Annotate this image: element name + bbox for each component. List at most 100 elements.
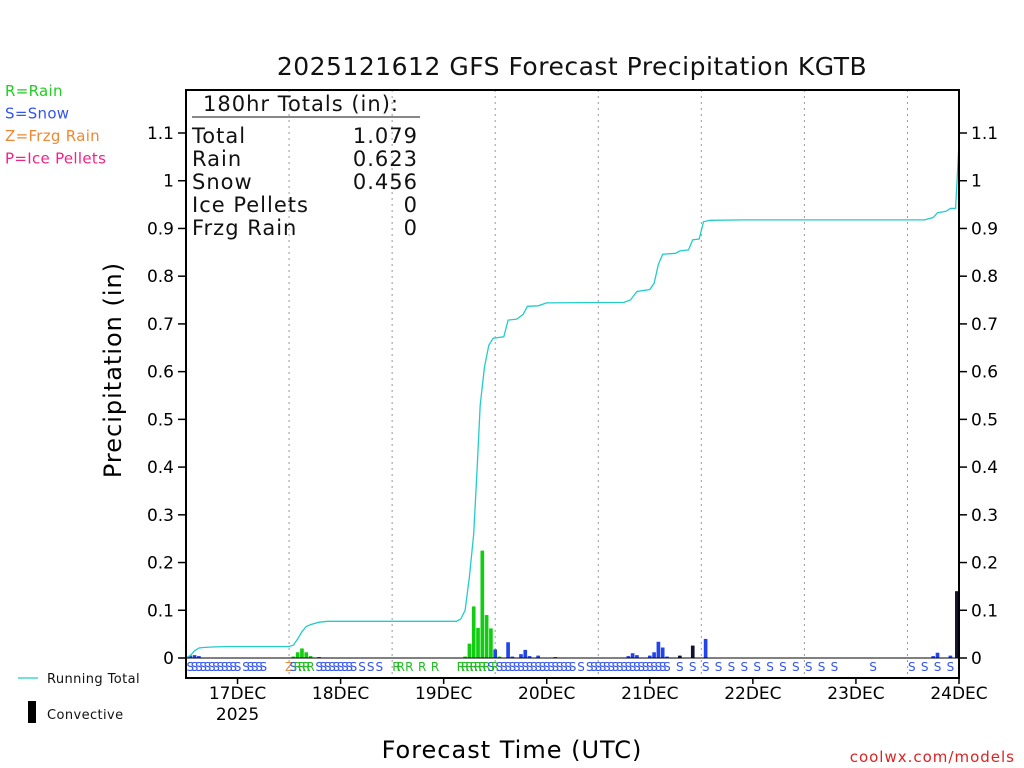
ptype-marker: S bbox=[539, 660, 547, 674]
precip-bar bbox=[647, 655, 652, 658]
y-tick-label-right: 1 bbox=[971, 172, 982, 192]
y-tick-label-right: 0.5 bbox=[971, 410, 998, 430]
ptype-marker: S bbox=[500, 660, 508, 674]
totals-row-label: Snow bbox=[192, 170, 253, 194]
ptype-marker: R bbox=[397, 660, 405, 674]
ptype-marker: S bbox=[616, 660, 624, 674]
precip-bar bbox=[955, 591, 959, 658]
ptype-marker: S bbox=[199, 660, 207, 674]
precip-bar bbox=[506, 642, 510, 658]
ptype-marker: S bbox=[509, 660, 517, 674]
gridlines bbox=[288, 90, 908, 678]
ptype-marker: Z bbox=[285, 660, 293, 674]
ptype-marker: R bbox=[298, 660, 306, 674]
ptype-marker: S bbox=[934, 660, 942, 674]
ptype-marker: S bbox=[650, 660, 658, 674]
running-total-line bbox=[185, 142, 960, 659]
precip-bar bbox=[626, 656, 631, 658]
totals-row-label: Total bbox=[191, 124, 246, 148]
precip-bar bbox=[188, 655, 193, 658]
x-tick-label: 20DEC bbox=[518, 684, 575, 704]
x-tick-label: 19DEC bbox=[415, 684, 472, 704]
ptype-marker: S bbox=[947, 660, 955, 674]
precip-bar bbox=[523, 649, 528, 658]
precip-bar bbox=[660, 647, 665, 658]
ptype-marker: S bbox=[629, 660, 637, 674]
precip-bar bbox=[652, 652, 656, 658]
ptype-marker: S bbox=[594, 660, 602, 674]
precip-bar bbox=[480, 550, 485, 658]
ptype-marker: S bbox=[607, 660, 615, 674]
y-tick-label-right: 0.2 bbox=[971, 554, 998, 574]
x-tick-label: 17DEC bbox=[209, 684, 266, 704]
y-tick-label-right: 0.8 bbox=[971, 267, 998, 287]
convective-legend-label: Convective bbox=[47, 708, 124, 723]
ptype-marker: R bbox=[392, 660, 400, 674]
precip-bar bbox=[690, 645, 695, 658]
precip-bar bbox=[295, 652, 300, 658]
ptype-marker: S bbox=[689, 660, 697, 674]
y-tick-label-left: 0.9 bbox=[147, 219, 174, 239]
y-tick-label-left: 0.8 bbox=[147, 267, 174, 287]
totals-heading: 180hr Totals (in): bbox=[203, 92, 399, 116]
precip-bar bbox=[527, 656, 532, 658]
x-tick-label: 23DEC bbox=[827, 684, 884, 704]
totals-row-value: 0.623 bbox=[353, 147, 418, 171]
precip-bar bbox=[935, 652, 940, 658]
ptype-marker: S bbox=[358, 660, 366, 674]
totals-row-value: 0 bbox=[404, 216, 418, 240]
running-total-legend-label: Running Total bbox=[47, 672, 140, 687]
ptype-marker: S bbox=[530, 660, 538, 674]
ptype-marker: S bbox=[552, 660, 560, 674]
ptype-marker: S bbox=[818, 660, 826, 674]
ptype-marker: S bbox=[564, 660, 572, 674]
y-tick-label-left: 0.3 bbox=[147, 506, 174, 526]
ptype-marker: S bbox=[367, 660, 375, 674]
x-tick-label: 24DEC bbox=[930, 684, 987, 704]
ptype-marker: R bbox=[418, 660, 426, 674]
ptype-marker: S bbox=[753, 660, 761, 674]
ptype-marker: S bbox=[792, 660, 800, 674]
convective-swatch bbox=[28, 701, 36, 723]
ptype-marker: S bbox=[521, 660, 529, 674]
precip-bar bbox=[519, 654, 523, 658]
ptype-marker: S bbox=[728, 660, 736, 674]
y-axes: 0 00.1 0.10.2 0.20.3 0.30.4 0.40.5 0.50.6 0.60.… bbox=[147, 124, 998, 669]
ptype-legend-item: R=Rain bbox=[5, 82, 63, 100]
x-tick-label: 18DEC bbox=[312, 684, 369, 704]
ptype-marker: S bbox=[221, 660, 229, 674]
ptype-marker: S bbox=[290, 660, 298, 674]
y-tick-label-right: 0.1 bbox=[971, 601, 998, 621]
ptype-marker: S bbox=[543, 660, 551, 674]
ptype-marker: S bbox=[337, 660, 345, 674]
precip-bar bbox=[467, 643, 472, 658]
y-tick-label-right: 0 bbox=[971, 649, 982, 669]
credit-text: coolwx.com/models bbox=[850, 748, 1015, 766]
ptype-marker: S bbox=[504, 660, 512, 674]
ptype-marker: S bbox=[560, 660, 568, 674]
y-tick-label-left: 0.6 bbox=[147, 363, 174, 383]
y-tick-label-left: 1 bbox=[163, 172, 174, 192]
x-tick-label: 21DEC bbox=[621, 684, 678, 704]
ptype-marker: S bbox=[247, 660, 255, 674]
ptype-marker: S bbox=[869, 660, 877, 674]
ptype-marker: S bbox=[324, 660, 332, 674]
totals-box: 180hr Totals (in): Total 1.079 Rain 0.623 Sn… bbox=[191, 92, 420, 240]
ptype-marker: S bbox=[577, 660, 585, 674]
totals-row-label: Rain bbox=[192, 147, 242, 171]
totals-row-value: 1.079 bbox=[353, 124, 418, 148]
precip-bar bbox=[536, 655, 540, 658]
precip-bar bbox=[497, 656, 502, 658]
y-tick-label-left: 0 bbox=[163, 649, 174, 669]
ptype-marker: S bbox=[590, 660, 598, 674]
ptype-marker: S bbox=[655, 660, 663, 674]
x-tick-sublabel: 2025 bbox=[216, 705, 259, 725]
ptype-marker: S bbox=[620, 660, 628, 674]
precip-bar bbox=[197, 656, 201, 658]
ptype-marker: R bbox=[474, 660, 482, 674]
ptype-marker: S bbox=[191, 660, 199, 674]
ptype-marker: S bbox=[204, 660, 212, 674]
ptype-marker: S bbox=[234, 660, 242, 674]
